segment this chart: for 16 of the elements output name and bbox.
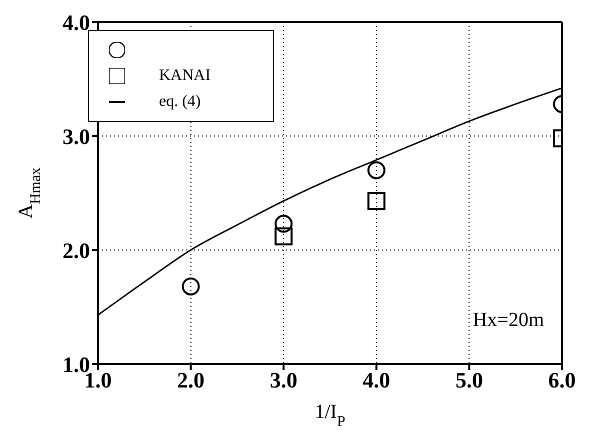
y-tick-label: 2.0 — [62, 238, 90, 263]
x-tick-label: 5.0 — [455, 368, 483, 393]
point — [367, 161, 386, 180]
x-tick-label: 4.0 — [362, 368, 390, 393]
point — [367, 192, 386, 210]
x-axis-title: 1/I$_{P}$ — [314, 401, 346, 430]
x-tick-label: 3.0 — [270, 368, 298, 393]
x-tick-label: 6.0 — [548, 368, 576, 393]
point — [274, 227, 293, 246]
point — [274, 214, 293, 233]
legend-label: eq. (4) — [159, 92, 202, 112]
y-tick-label: 3.0 — [62, 124, 90, 149]
legend-label: KANAI — [159, 66, 212, 86]
y-tick-label: 4.0 — [62, 10, 90, 35]
annotation: Hx=20m — [472, 309, 544, 332]
x-tick-label: 2.0 — [177, 368, 205, 393]
